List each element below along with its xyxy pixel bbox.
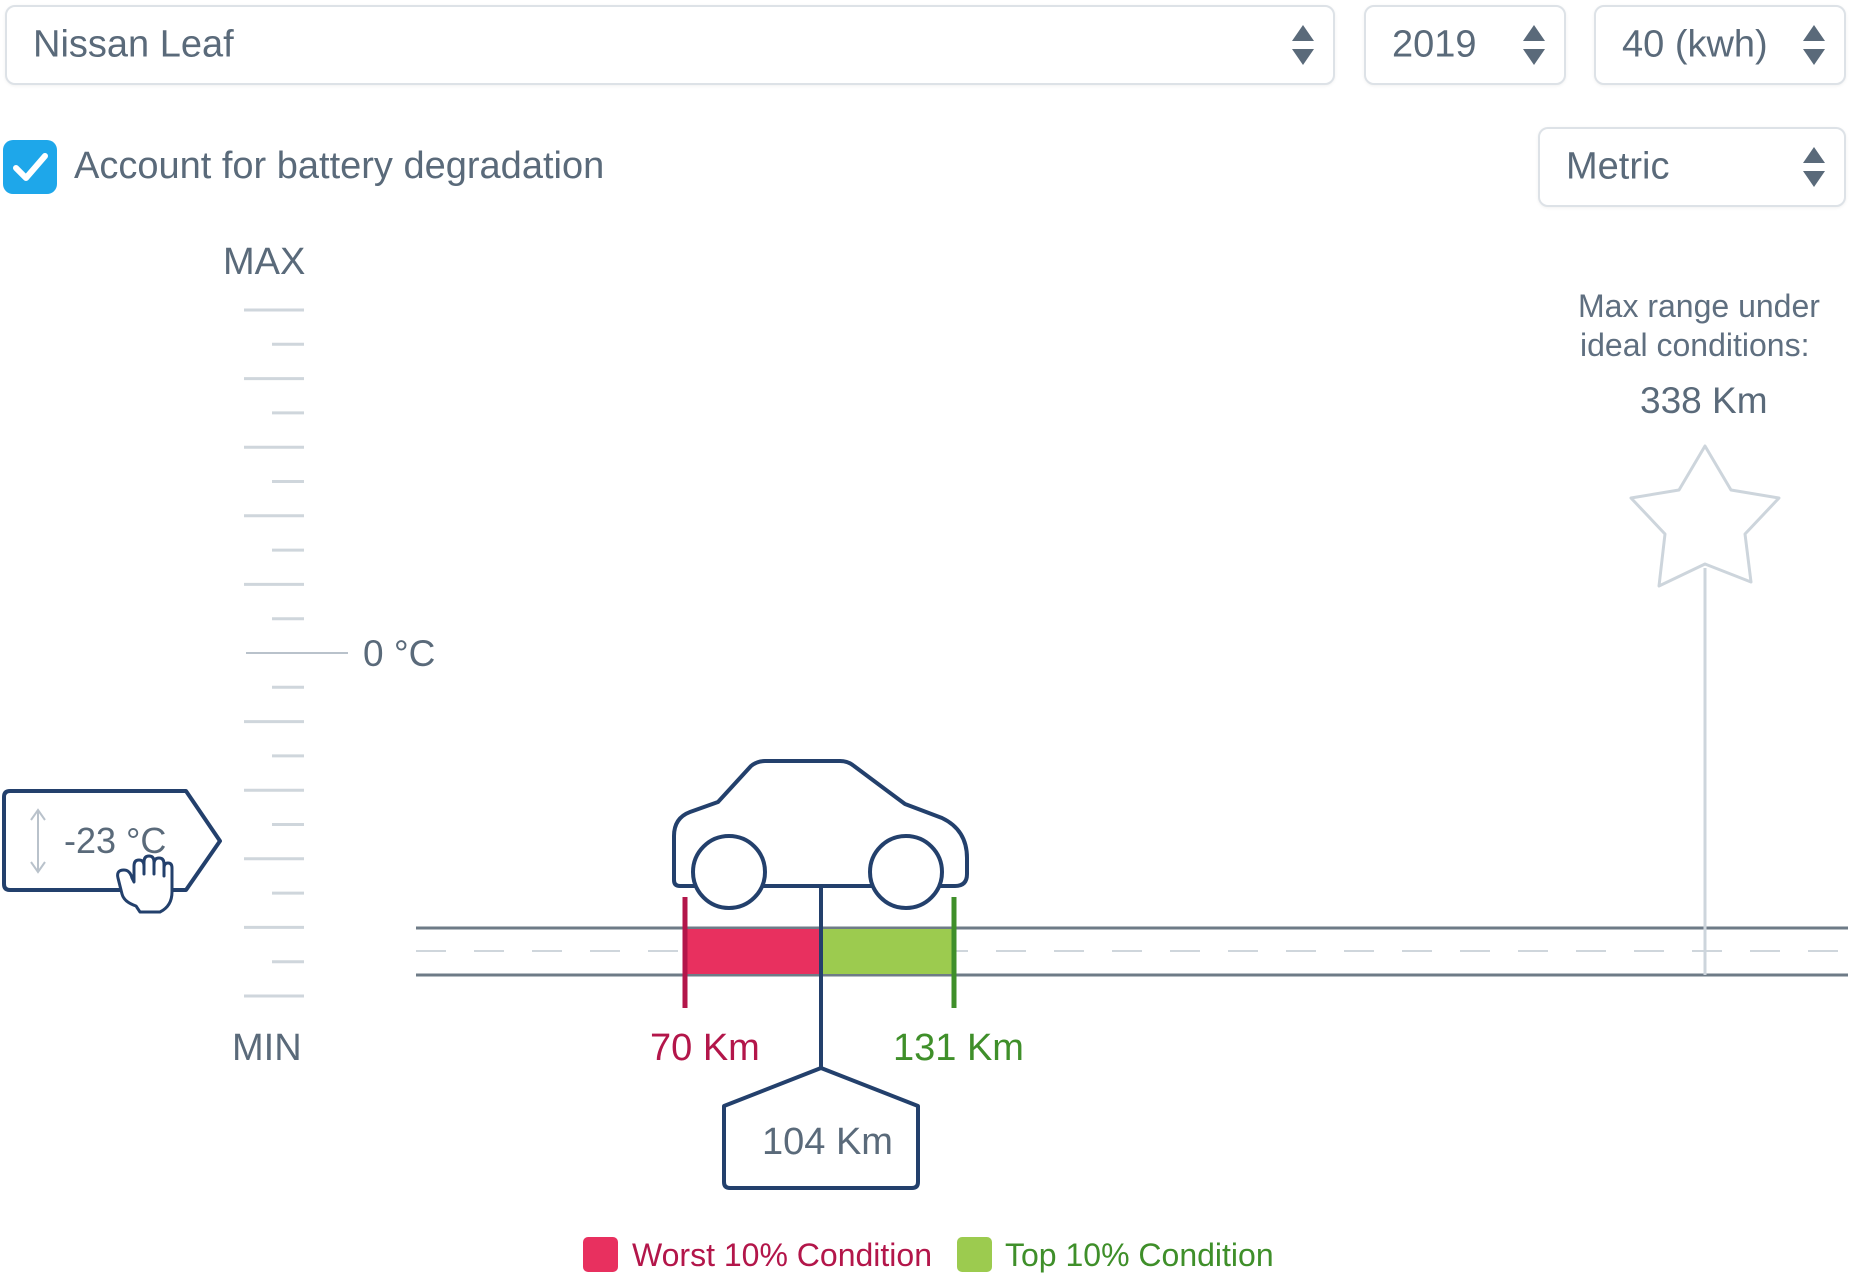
degradation-checkbox[interactable] [3, 140, 57, 194]
battery-select-value: 40 (kwh) [1622, 23, 1768, 66]
select-arrows-icon [1523, 25, 1545, 65]
worst-range-label: 70 Km [650, 1027, 760, 1069]
max-range-value: 338 Km [1640, 380, 1768, 421]
temperature-slider-value: -23 °C [64, 820, 167, 861]
model-select[interactable]: Nissan Leaf [5, 5, 1335, 85]
max-range-caption-line2: ideal conditions: [1580, 327, 1810, 363]
star-icon [1629, 444, 1781, 588]
legend-worst-label: Worst 10% Condition [632, 1237, 932, 1273]
car-icon [672, 759, 969, 910]
legend-worst-swatch [583, 1237, 618, 1272]
scale-zero-label: 0 °C [363, 633, 436, 674]
model-select-value: Nissan Leaf [33, 23, 234, 66]
select-arrows-icon [1803, 147, 1825, 187]
degradation-label: Account for battery degradation [74, 145, 605, 187]
expected-range-label: 104 Km [762, 1121, 893, 1163]
expected-range-callout [722, 1066, 920, 1190]
legend-top-swatch [957, 1237, 992, 1272]
select-arrows-icon [1292, 25, 1314, 65]
legend-top-label: Top 10% Condition [1005, 1237, 1274, 1273]
scale-min-label: MIN [232, 1027, 302, 1069]
checkmark-icon [13, 153, 48, 181]
hand-cursor-icon [116, 854, 174, 914]
year-select-value: 2019 [1392, 23, 1477, 66]
battery-select[interactable]: 40 (kwh) [1594, 5, 1846, 85]
scale-max-label: MAX [223, 241, 306, 283]
temperature-scale-ticks [244, 308, 304, 998]
units-select[interactable]: Metric [1538, 127, 1846, 207]
top-range-label: 131 Km [893, 1027, 1024, 1069]
worst-range-bar [685, 929, 821, 974]
max-range-caption-line1: Max range under [1578, 288, 1820, 324]
year-select[interactable]: 2019 [1364, 5, 1566, 85]
units-select-value: Metric [1566, 145, 1670, 188]
top-range-bar [821, 929, 954, 974]
select-arrows-icon [1803, 25, 1825, 65]
drag-arrows-icon [30, 808, 46, 874]
